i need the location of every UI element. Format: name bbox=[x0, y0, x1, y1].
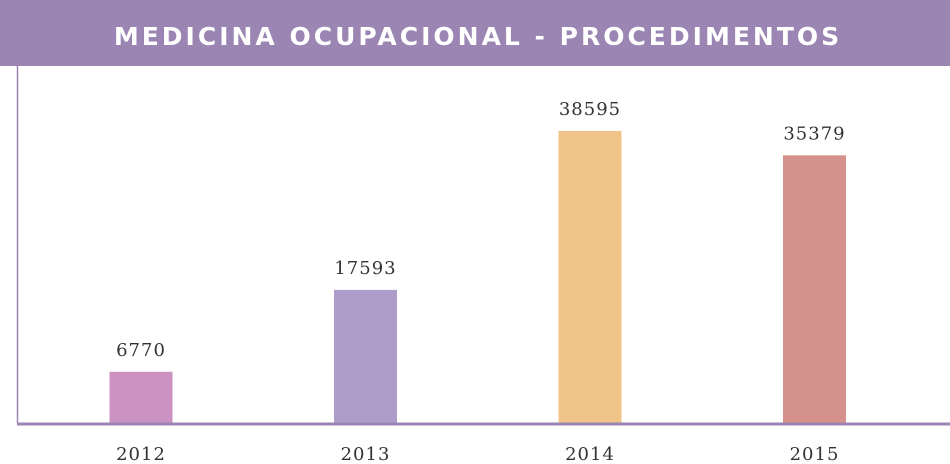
bar bbox=[558, 131, 622, 423]
x-tick-label: 2014 bbox=[565, 444, 615, 464]
value-label: 6770 bbox=[116, 340, 166, 361]
x-tick-label: 2015 bbox=[790, 444, 840, 464]
chart-title: MEDICINA OCUPACIONAL - PROCEDIMENTOS bbox=[114, 22, 842, 51]
title-bar bbox=[0, 0, 950, 66]
bar bbox=[783, 155, 846, 424]
x-tick-label: 2012 bbox=[116, 444, 166, 464]
bar bbox=[109, 371, 173, 423]
value-label: 35379 bbox=[783, 123, 845, 144]
value-label: 17593 bbox=[334, 258, 396, 279]
bar bbox=[334, 289, 397, 423]
x-tick-label: 2013 bbox=[341, 444, 391, 464]
value-label: 38595 bbox=[559, 99, 621, 120]
